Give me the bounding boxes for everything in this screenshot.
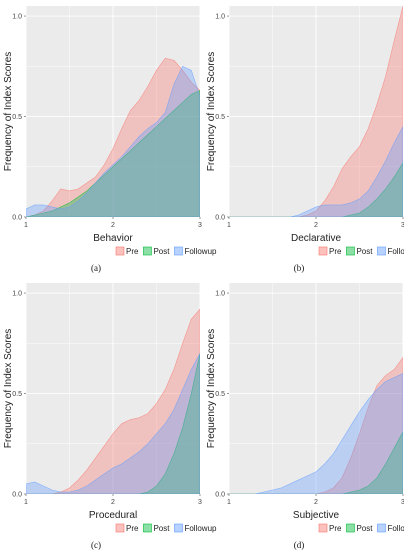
legend-key-followup [174,523,183,533]
panel-caption: (a) [91,263,101,273]
panel-caption: (b) [294,263,305,273]
legend-key-followup [377,246,386,256]
series-layer [229,6,403,217]
density-area-pre [229,6,403,217]
x-tick-label: 2 [111,222,115,229]
y-tick-label: 0.5 [215,391,225,398]
density-area-pre [26,57,200,217]
y-tick-label: 1.0 [215,291,225,298]
y-axis-label: Frequency of Index Scores [3,52,14,172]
y-tick-label: 1.0 [12,14,22,21]
y-tick-label: 1.0 [12,291,22,298]
x-tick-label: 2 [111,499,115,506]
x-tick-label: 3 [198,499,202,506]
legend-key-post [346,246,355,256]
y-tick-label: 1.0 [215,14,225,21]
density-area-followup [26,65,200,217]
x-tick-label: 2 [314,222,318,229]
legend-key-post [143,523,152,533]
legend-label-post: Post [356,524,373,533]
legend-label-followup: Followup [387,524,404,533]
legend-label-pre: Pre [126,524,139,533]
density-area-pre [26,308,200,494]
legend: Pre Post Followup [318,246,404,256]
x-tick-label: 3 [401,222,404,229]
x-axis-label: Subjective [293,510,340,521]
density-area-followup [26,353,200,494]
legend-label-followup: Followup [184,247,217,256]
legend-label-post: Post [356,247,373,256]
chart-panel-2: 0.0 0.5 1.0 1 2 3 Declarative Frequency of Inde… [206,6,404,273]
chart-panel-3: 0.0 0.5 1.0 1 2 3 Procedural Frequency of Index… [3,283,217,550]
chart-panel-1: 0.0 0.5 1.0 1 2 3 Behavior Frequency of Index S… [3,6,217,273]
density-area-post [229,162,403,217]
density-area-followup [229,373,403,494]
density-area-pre [229,356,403,494]
y-tick-label: 0.0 [12,492,22,499]
legend-label-pre: Pre [126,247,139,256]
legend: Pre Post Followup [318,523,404,533]
density-area-followup [229,126,403,217]
y-axis-label: Frequency of Index Scores [3,329,14,449]
y-tick-label: 0.5 [12,391,22,398]
y-tick-label: 0.5 [12,114,22,121]
x-tick-label: 1 [227,222,231,229]
legend-label-followup: Followup [387,247,404,256]
legend-key-pre [115,246,125,256]
legend-label-pre: Pre [329,247,342,256]
y-tick-label: 0.5 [215,114,225,121]
y-axis-label: Frequency of Index Scores [206,52,217,172]
legend: Pre Post Followup [115,523,217,533]
x-tick-label: 1 [227,499,231,506]
legend-key-pre [318,246,328,256]
legend: Pre Post Followup [115,246,217,256]
legend-label-post: Post [153,247,170,256]
legend-key-pre [318,523,328,533]
series-layer [26,57,200,217]
panel-caption: (d) [294,540,305,550]
density-area-post [26,353,200,494]
x-tick-label: 2 [314,499,318,506]
legend-key-followup [174,246,183,256]
y-tick-label: 0.0 [12,215,22,222]
legend-label-followup: Followup [184,524,217,533]
chart-panel-4: 0.0 0.5 1.0 1 2 3 Subjective Frequency of Index… [206,283,404,550]
panel-caption: (c) [91,540,101,550]
legend-label-post: Post [153,524,170,533]
legend-key-post [346,523,355,533]
series-layer [26,308,200,494]
series-layer [229,356,403,494]
y-tick-label: 0.0 [215,492,225,499]
legend-key-pre [115,523,125,533]
x-axis-label: Procedural [89,510,137,521]
x-tick-label: 3 [401,499,404,506]
x-axis-label: Declarative [291,233,341,244]
x-axis-label: Behavior [93,233,133,244]
x-tick-label: 1 [24,499,28,506]
legend-label-pre: Pre [329,524,342,533]
legend-key-followup [377,523,386,533]
density-area-post [229,431,403,494]
legend-key-post [143,246,152,256]
y-tick-label: 0.0 [215,215,225,222]
x-tick-label: 1 [24,222,28,229]
x-tick-label: 3 [198,222,202,229]
y-axis-label: Frequency of Index Scores [206,329,217,449]
